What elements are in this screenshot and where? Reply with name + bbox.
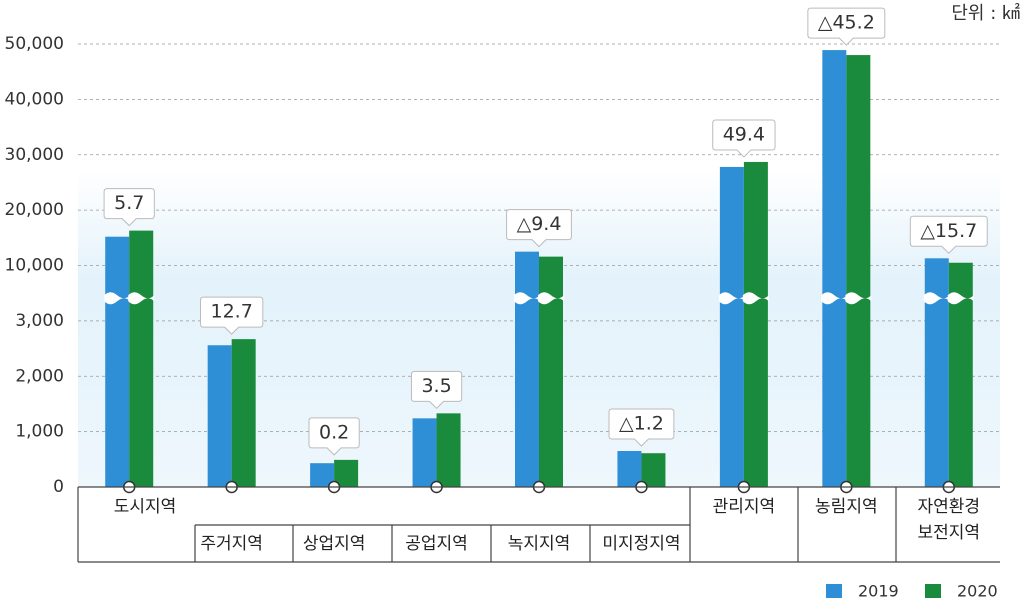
bar [719,166,744,487]
category-label: 주거지역 [200,534,263,554]
bar [822,50,847,488]
bar [105,236,130,487]
category-label: 자연환경 보전지역 [917,497,981,543]
annotation: 5.7 [103,188,155,227]
annotation-box [308,417,360,456]
bar [310,463,335,487]
bar [617,451,642,487]
bar [539,256,563,487]
annotation-label: △1.2 [619,413,664,435]
axis-break [128,292,155,305]
y-tick-label: 20,000 [5,200,64,220]
axis-break [947,292,974,305]
bar [412,418,437,487]
y-tick-label: 3,000 [15,311,64,331]
annotation-box [909,215,988,255]
category-table [77,486,1000,563]
axis-break [821,292,848,305]
annotation-box [712,119,776,158]
category-label: 농림지역 [815,497,878,517]
bar [515,251,539,487]
y-tick-label: 0 [53,477,64,497]
axis-break [718,292,745,305]
axis-break [845,292,872,305]
category-label: 관리지역 [712,497,776,517]
annotation-label: 0.2 [319,421,349,443]
category-label: 녹지지역 [507,534,571,554]
category-label: 상업지역 [302,534,366,554]
annotation: 49.4 [712,119,776,158]
annotation: △45.2 [807,7,886,46]
bar [846,55,871,487]
y-tick-label: 40,000 [5,89,64,109]
annotation-box [506,209,572,248]
axis-break [742,292,769,305]
annotation-box [608,408,675,447]
y-tick-label: 1,000 [15,422,64,442]
annotation-label: △9.4 [517,213,562,235]
axis-break [538,292,564,305]
legend-swatch [826,584,842,598]
annotation-box [410,370,463,410]
axis-break [514,292,540,305]
bar [641,453,666,487]
axis-break [923,292,950,305]
annotation-label: △15.7 [920,220,977,242]
bar [207,345,232,487]
annotation-label: 5.7 [114,192,144,214]
legend-swatch [925,584,941,598]
y-tick-label: 50,000 [5,34,64,54]
annotation: △9.4 [506,209,572,248]
axis-break [104,292,131,305]
category-label: 도시지역 [113,497,177,517]
annotation-box [807,7,886,46]
bar [743,161,768,488]
legend-label: 2020 [957,582,998,601]
annotation: 3.5 [410,370,463,410]
y-tick-label: 30,000 [5,145,64,165]
legend-label: 2019 [858,582,899,601]
category-label: 미지정지역 [602,534,681,554]
y-tick-label: 10,000 [5,256,64,276]
bar [436,413,461,487]
annotation: △15.7 [909,215,988,255]
bar [129,230,154,487]
y-tick-label: 2,000 [15,366,64,386]
annotation-box [200,296,264,335]
annotation-label: △45.2 [818,12,875,34]
annotation: △1.2 [608,408,675,447]
annotation-label: 49.4 [723,123,765,145]
category-label: 공업지역 [405,534,468,554]
bar [231,339,256,487]
annotation-label: 12.7 [211,301,253,323]
annotation: 0.2 [308,417,360,456]
annotation-box [103,188,155,227]
annotation: 12.7 [200,296,264,335]
unit-label: 단위 : ㎢ [951,2,1020,24]
annotation-label: 3.5 [421,375,451,397]
